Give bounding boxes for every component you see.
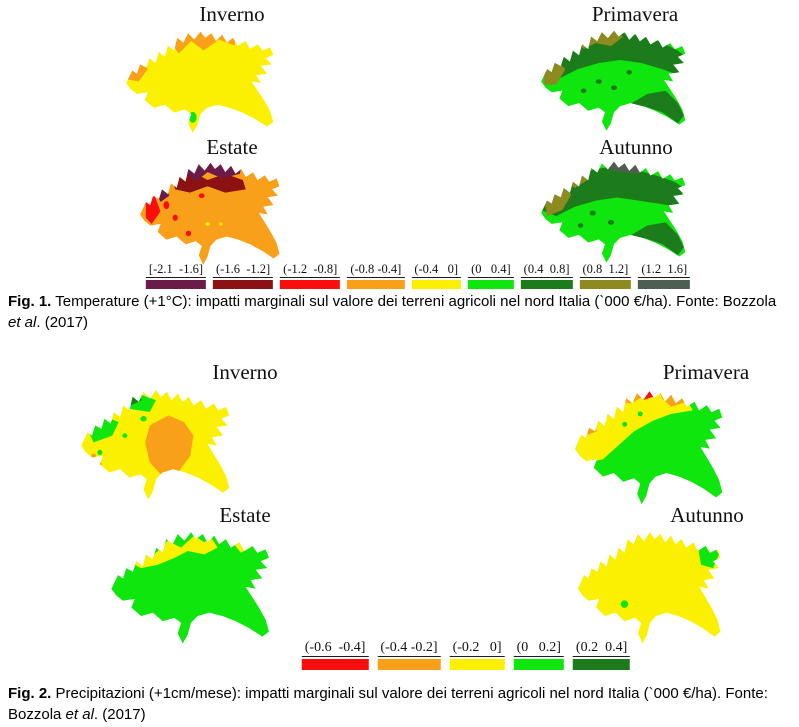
legend-swatch [520, 280, 573, 289]
legend-label: (0 0.2] [513, 640, 564, 657]
map-fig2-primavera [572, 386, 727, 508]
fig1-title-primavera: Primavera [591, 2, 679, 26]
legend-swatch [213, 280, 274, 289]
fig2-title-primavera: Primavera [662, 360, 750, 384]
legend-swatch [579, 280, 632, 289]
fig1-title-autunno: Autunno [599, 135, 673, 159]
fig1-caption-etal: et al [8, 314, 37, 331]
legend-swatch [449, 659, 505, 670]
legend-item: (0.2 0.4] [572, 640, 631, 670]
legend-swatch [638, 280, 691, 289]
legend-item: (-0.4 -0.2] [377, 640, 441, 670]
fig1-caption-tail: . (2017) [36, 314, 89, 331]
legend-swatch [301, 659, 369, 670]
legend-label: (0 0.4] [468, 262, 514, 278]
fig2-caption-tail: . (2017) [93, 706, 146, 723]
legend-item: (-0.4 0] [411, 262, 462, 289]
legend-label: (-0.2 0] [449, 640, 505, 657]
legend-swatch [411, 280, 462, 289]
map-fig1-estate [137, 158, 284, 268]
fig1-title-estate: Estate [206, 135, 258, 159]
legend-label: (0.8 1.2] [579, 262, 632, 278]
legend-item: (-1.2 -0.8] [280, 262, 341, 289]
fig1-title-inverno: Inverno [199, 2, 265, 26]
legend-swatch [347, 280, 405, 289]
legend-item: (0.4 0.8] [520, 262, 573, 289]
fig2-legend: (-0.6 -0.4] (-0.4 -0.2] (-0.2 0] (0 0.2]… [301, 640, 631, 670]
fig1-caption: Fig. 1. Temperature (+1°C): impatti marg… [8, 291, 792, 333]
map-fig1-autunno [538, 157, 690, 266]
legend-label: (1.2 1.6] [638, 262, 691, 278]
legend-swatch [280, 280, 341, 289]
fig2-caption: Fig. 2. Precipitazioni (+1cm/mese): impa… [8, 683, 792, 725]
legend-item: (1.2 1.6] [638, 262, 691, 289]
map-fig1-inverno [123, 27, 278, 136]
legend-label: (0.4 0.8] [520, 262, 573, 278]
legend-label: (-1.6 -1.2] [213, 262, 274, 278]
legend-item: (-1.6 -1.2] [213, 262, 274, 289]
legend-swatch [377, 659, 441, 670]
legend-label: (-1.2 -0.8] [280, 262, 341, 278]
legend-swatch [513, 659, 564, 670]
legend-label: (-0.6 -0.4] [301, 640, 369, 657]
legend-label: (-0.4 0] [411, 262, 462, 278]
region-base [139, 162, 280, 265]
legend-swatch [468, 280, 514, 289]
map-fig2-inverno [78, 385, 234, 503]
legend-swatch [145, 280, 206, 289]
fig1-caption-body: Temperature (+1°C): impatti marginali su… [51, 293, 777, 310]
legend-item: (-0.8 -0.4] [347, 262, 405, 289]
legend-item: (0 0.4] [468, 262, 514, 289]
fig2-caption-etal: et al [65, 706, 94, 723]
fig2-title-inverno: Inverno [212, 360, 278, 384]
legend-item: [-2.1 -1.6] [145, 262, 206, 289]
fig2-caption-label: Fig. 2. [8, 685, 52, 702]
fig2-title-estate: Estate [219, 503, 271, 527]
map-fig2-autunno [575, 527, 725, 647]
fig1-legend: [-2.1 -1.6] (-1.6 -1.2] (-1.2 -0.8] (-0.… [145, 262, 691, 289]
map-fig1-primavera [538, 26, 690, 134]
legend-item: (0 0.2] [513, 640, 564, 670]
legend-label: [-2.1 -1.6] [145, 262, 206, 278]
legend-label: (0.2 0.4] [572, 640, 631, 657]
legend-label: (-0.4 -0.2] [377, 640, 441, 657]
legend-item: (0.8 1.2] [579, 262, 632, 289]
legend-item: (-0.6 -0.4] [301, 640, 369, 670]
fig2-title-autunno: Autunno [670, 503, 744, 527]
region-base [126, 31, 274, 133]
map-fig2-estate [108, 527, 274, 647]
region-base [578, 532, 721, 644]
legend-swatch [572, 659, 631, 670]
legend-label: (-0.8 -0.4] [347, 262, 405, 278]
fig2-caption-body: Precipitazioni (+1cm/mese): impatti marg… [8, 685, 768, 723]
legend-item: (-0.2 0] [449, 640, 505, 670]
fig1-caption-label: Fig. 1. [8, 293, 52, 310]
